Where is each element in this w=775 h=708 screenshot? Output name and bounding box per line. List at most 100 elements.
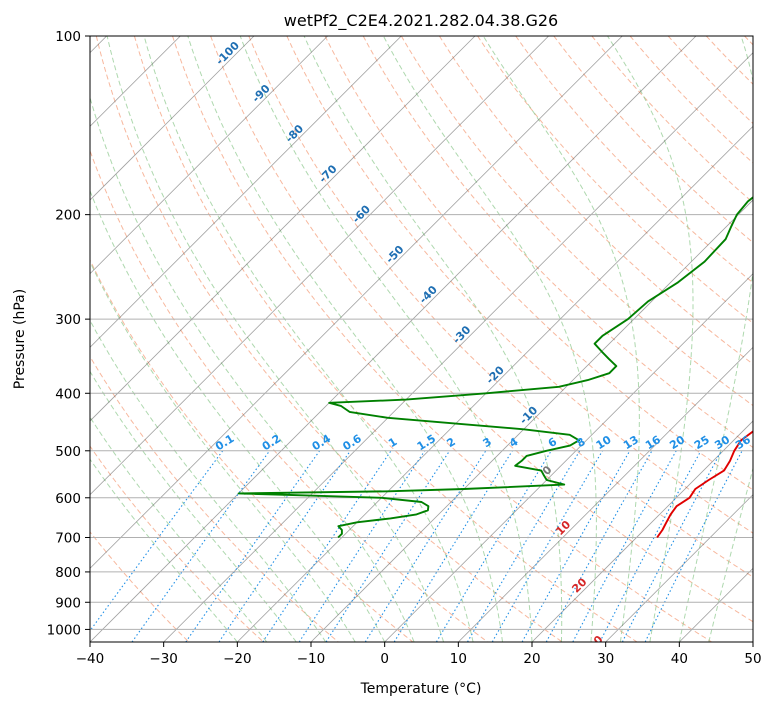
y-tick-label: 1000	[47, 622, 81, 638]
moist-adiabat-line	[90, 189, 386, 642]
isotherm-label: -20	[484, 363, 507, 386]
mixing-ratio-line	[521, 450, 631, 642]
x-tick-label: 50	[744, 651, 761, 667]
y-tick-label: 400	[55, 386, 81, 402]
mixing-ratio-label: 0.2	[260, 432, 283, 453]
temperature-profile-line	[656, 430, 753, 539]
isotherm-line	[679, 567, 753, 642]
isotherm-line	[90, 36, 328, 275]
mixing-ratio-label: 4	[507, 435, 521, 450]
moist-adiabat-line	[143, 36, 474, 642]
y-axis-ticks: 100 200 300 400 500 600 700 800 900 1000	[47, 29, 90, 638]
moist-adiabat-line	[187, 36, 503, 642]
dry-adiabat-line	[400, 36, 753, 407]
isotherm-label: 30	[586, 633, 606, 653]
mixing-ratio-line	[218, 450, 351, 642]
dry-adiabat-line	[744, 36, 753, 46]
mixing-ratio-label: 8	[574, 435, 587, 450]
isotherm-label: -100	[213, 39, 242, 68]
dry-adiabat-line	[90, 149, 488, 642]
mixing-ratio-line	[435, 450, 552, 642]
mixing-ratio-line	[599, 450, 702, 642]
isotherm-line	[90, 36, 697, 642]
isotherm-line	[90, 36, 476, 422]
isotherm-line	[458, 346, 753, 642]
mixing-ratio-line	[325, 450, 451, 642]
isotherm-label: -80	[283, 122, 306, 145]
moist-adiabat-line	[90, 260, 356, 642]
isotherm-line	[531, 420, 753, 642]
isotherm-label: 40	[602, 690, 622, 708]
dry-adiabat-line	[667, 36, 753, 125]
mixing-ratio-label: 0.1	[213, 432, 236, 453]
dry-adiabat-line	[477, 36, 753, 324]
y-tick-label: 300	[55, 312, 81, 328]
isotherm-label: -90	[250, 82, 273, 105]
isotherm-line	[90, 36, 623, 569]
dry-adiabat-line	[95, 36, 563, 642]
dry-adiabat-line	[286, 36, 753, 534]
moist-adiabat-line	[90, 370, 297, 642]
mixing-ratio-label: 1.5	[415, 432, 438, 453]
moist-adiabat-line	[90, 416, 268, 642]
moist-adiabat-line	[482, 36, 640, 642]
isotherm-label: -50	[383, 243, 406, 266]
isotherm-line	[90, 36, 549, 496]
moist-adiabat-line	[90, 458, 238, 642]
mixing-ratio-line	[262, 450, 392, 642]
isotherm-label: -10	[517, 404, 540, 427]
mixing-ratio-line	[131, 450, 271, 642]
x-tick-label: 0	[380, 651, 389, 667]
x-axis-title: Temperature (°C)	[360, 681, 482, 697]
x-tick-label: 10	[450, 651, 467, 667]
moist-adiabat-line	[106, 36, 445, 642]
y-tick-label: 600	[55, 491, 81, 507]
dry-adiabat-line	[553, 36, 753, 244]
x-tick-label: 20	[523, 651, 540, 667]
x-tick-label: 30	[597, 651, 614, 667]
dry-adiabat-line	[362, 36, 753, 449]
chart-title: wetPf2_C2E4.2021.282.04.38.G26	[284, 11, 558, 31]
x-tick-label: −10	[297, 651, 326, 667]
dry-adiabat-line	[90, 531, 190, 642]
isotherm-line	[310, 199, 753, 642]
dry-adiabat-line	[248, 36, 753, 578]
isotherm-line	[752, 641, 753, 642]
dry-adiabat-line	[705, 36, 753, 85]
y-tick-label: 800	[55, 565, 81, 581]
x-tick-label: −30	[149, 651, 178, 667]
dry-adiabat-line	[515, 36, 753, 284]
moist-adiabat-line	[382, 36, 597, 642]
dry-adiabat-line	[591, 36, 753, 204]
mixing-ratio-line	[545, 450, 653, 642]
mixing-ratio-line	[298, 450, 426, 642]
mixing-ratio-line	[644, 450, 743, 642]
mixing-ratio-label: 25	[692, 433, 712, 452]
dewpoint-profile-line	[237, 196, 753, 539]
dry-adiabat-line	[90, 258, 414, 642]
isotherm-line	[605, 494, 753, 642]
dry-adiabat-line	[438, 36, 753, 365]
mixing-ratio-label: 20	[667, 433, 687, 452]
mixing-ratio-label: 0.4	[310, 432, 334, 454]
x-tick-label: −20	[223, 651, 252, 667]
moist-adiabat-line	[303, 36, 563, 642]
isotherm-line	[384, 273, 753, 642]
mixing-ratio-label: 10	[594, 433, 614, 452]
mixing-ratio-label: 30	[712, 433, 732, 452]
isotherm-line	[237, 125, 753, 642]
x-tick-label: −40	[76, 651, 105, 667]
mixing-ratio-label: 3	[481, 435, 494, 450]
mixing-ratio-line	[572, 450, 677, 642]
y-axis-title: Pressure (hPa)	[12, 289, 28, 389]
moist-adiabat-line	[708, 466, 753, 642]
dry-adiabat-line	[90, 355, 339, 642]
y-tick-label: 500	[55, 444, 81, 460]
y-tick-label: 200	[55, 208, 81, 224]
dry-adiabat-line	[90, 445, 264, 642]
moist-adiabat-line	[607, 36, 694, 642]
mixing-ratio-label: 16	[643, 433, 663, 452]
moist-adiabat-line	[239, 36, 533, 642]
